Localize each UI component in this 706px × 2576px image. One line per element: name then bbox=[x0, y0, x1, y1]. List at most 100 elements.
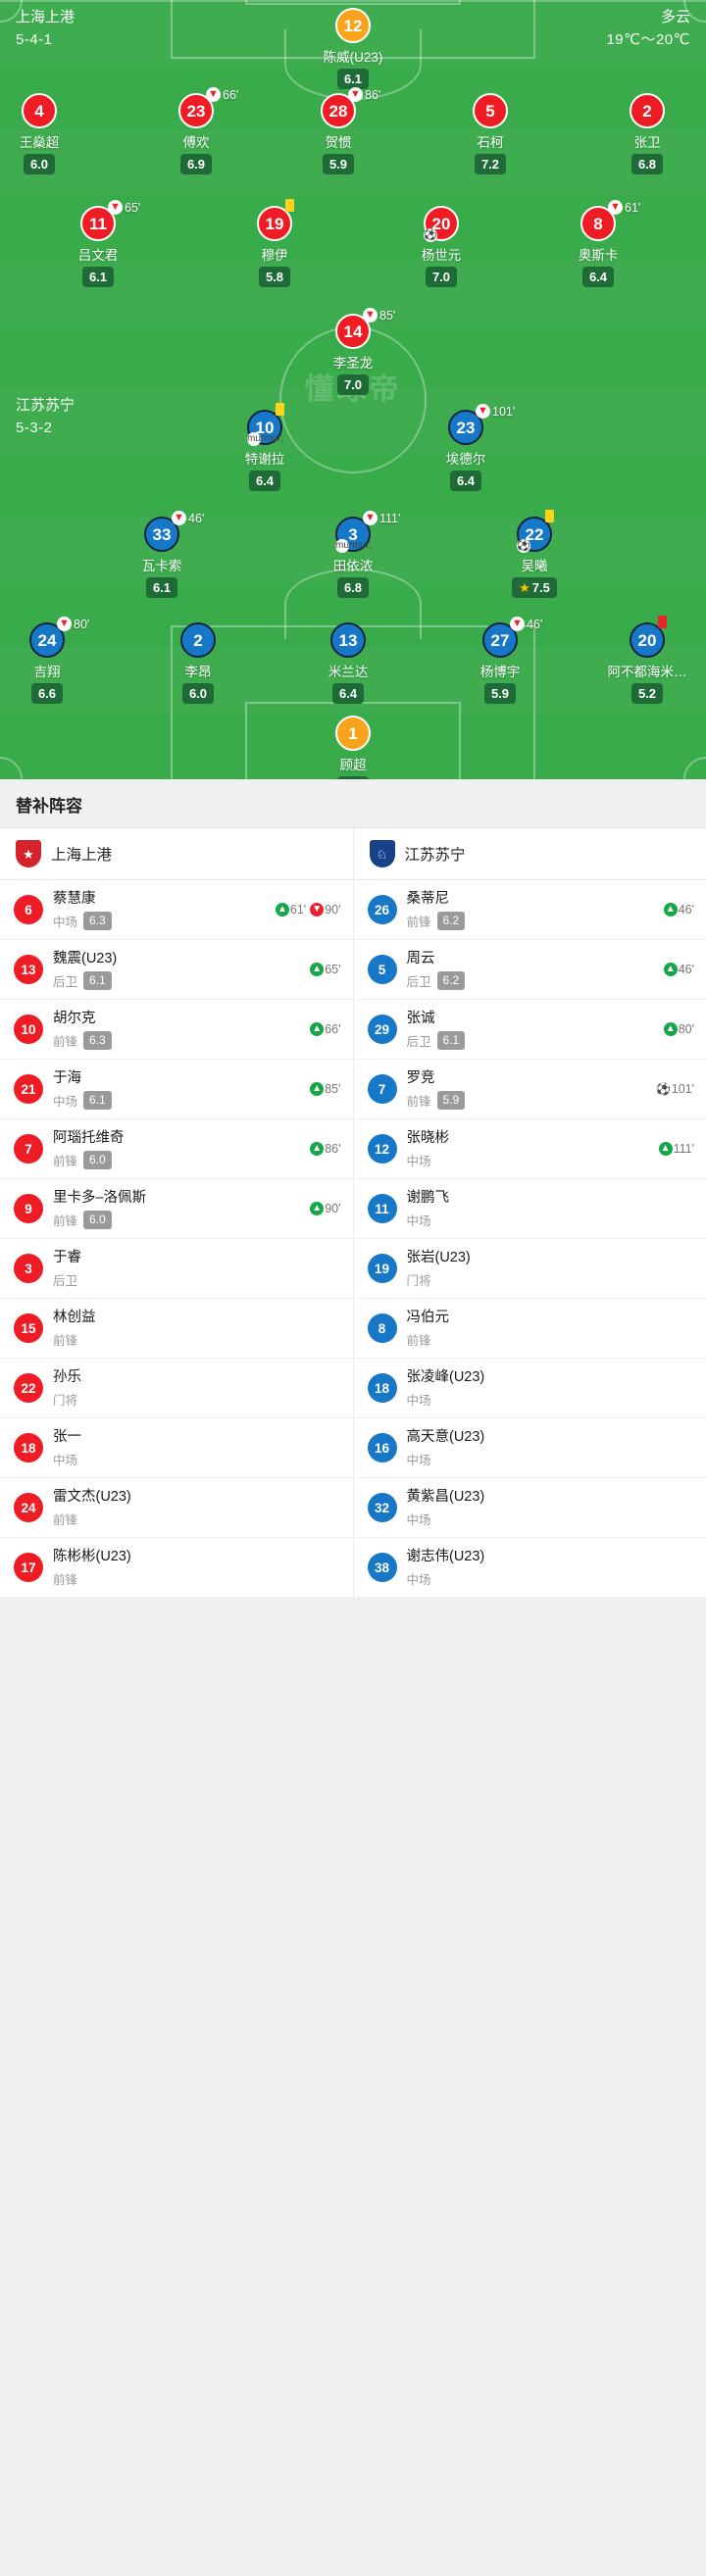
substitute-row[interactable]: 6 蔡慧康 中场 6.3 ▲ 61' ▼ 90' bbox=[0, 880, 353, 941]
player-token[interactable]: 2 bbox=[630, 93, 665, 128]
substitute-row[interactable]: 24 雷文杰(U23) 前锋 bbox=[0, 1478, 353, 1539]
player-token[interactable]: 23 ▼ 101' bbox=[448, 404, 515, 445]
pitch-player[interactable]: 1 顾超 6.1 bbox=[302, 716, 404, 779]
pitch-player[interactable]: 8 ▼ 61' 奥斯卡 6.4 bbox=[547, 200, 649, 287]
pitch-player[interactable]: 20 阿不都海米… 5.2 bbox=[596, 616, 698, 704]
pitch-player[interactable]: 13 米兰达 6.4 bbox=[297, 622, 399, 704]
substitute-row[interactable]: 16 高天意(U23) 中场 bbox=[353, 1418, 706, 1479]
pitch-player[interactable]: 22 ⚽ 吴曦 ★ 7.5 bbox=[483, 510, 585, 598]
player-token[interactable]: 2 bbox=[180, 622, 216, 658]
pitch-player[interactable]: 19 穆伊 5.8 bbox=[224, 199, 326, 287]
substitution-out-badge: ▼ 80' bbox=[57, 617, 89, 631]
substitute-row[interactable]: 13 魏震(U23) 后卫 6.1 ▲ 65' bbox=[0, 940, 353, 1001]
pitch-player[interactable]: 14 ▼ 85' 李圣龙 7.0 bbox=[302, 308, 404, 395]
substitute-row[interactable]: 8 冯伯元 前锋 bbox=[353, 1299, 706, 1360]
player-token[interactable]: 20 bbox=[630, 616, 667, 658]
substitutes-body: 6 蔡慧康 中场 6.3 ▲ 61' ▼ 90' 13 魏震(U23) 后卫 6.1 ▲ 65' 10 胡尔克… bbox=[0, 880, 706, 1599]
substitute-name: 张岩(U23) bbox=[406, 1250, 471, 1266]
pitch-player[interactable]: 10 murmur; 特谢拉 6.4 bbox=[214, 403, 316, 491]
substitute-number: 9 bbox=[14, 1194, 43, 1224]
pitch-player[interactable]: 2 李昂 6.0 bbox=[147, 622, 249, 704]
pitch-player[interactable]: 33 ▼ 46' 瓦卡索 6.1 bbox=[111, 511, 213, 598]
pitch-player[interactable]: 20 ⚽ 杨世元 7.0 bbox=[390, 206, 492, 287]
substitute-row[interactable]: 18 张一 中场 bbox=[0, 1418, 353, 1479]
player-name: 杨世元 bbox=[421, 248, 462, 263]
substitute-info: 于睿 后卫 bbox=[53, 1248, 335, 1289]
player-number: 22 bbox=[517, 517, 552, 552]
substitute-info: 孙乐 门将 bbox=[53, 1367, 335, 1409]
substitute-row[interactable]: 18 张凌峰(U23) 中场 bbox=[353, 1359, 706, 1419]
player-token[interactable]: 3▼111' murmur; bbox=[335, 511, 400, 553]
player-token[interactable]: 14 ▼ 85' bbox=[335, 308, 395, 349]
substitute-number: 15 bbox=[14, 1313, 43, 1344]
substitute-row[interactable]: 10 胡尔克 前锋 6.3 ▲ 66' bbox=[0, 1000, 353, 1061]
player-token[interactable]: 12 bbox=[335, 8, 371, 43]
pitch-player[interactable]: 23 ▼ 66' 傅欢 6.9 bbox=[145, 87, 247, 174]
substitute-row[interactable]: 29 张诚 后卫 6.1 ▲ 80' bbox=[353, 1000, 706, 1061]
player-token[interactable]: 10 murmur; bbox=[247, 403, 284, 446]
pitch-player[interactable]: 4 王燊超 6.0 bbox=[0, 93, 90, 174]
substitution-out-badge: ▼ 46' bbox=[510, 617, 542, 631]
player-name: 穆伊 bbox=[261, 248, 288, 263]
player-token[interactable]: 11 ▼ 65' bbox=[80, 200, 140, 241]
substitute-row[interactable]: 7 罗竞 前锋 5.9 ⚽ 101' bbox=[353, 1060, 706, 1120]
pitch-player[interactable]: 5 石柯 7.2 bbox=[439, 93, 541, 174]
player-rating: 6.4 bbox=[449, 471, 482, 491]
player-rating: 5.2 bbox=[630, 683, 664, 704]
player-token[interactable]: 24 ▼ 80' bbox=[29, 617, 89, 658]
substitute-row[interactable]: 19 张岩(U23) 门将 bbox=[353, 1239, 706, 1300]
substitute-name: 黄紫昌(U23) bbox=[406, 1489, 485, 1506]
substitute-position-row: 中场 bbox=[407, 1390, 689, 1409]
substitute-name: 阿瑙托维奇 bbox=[53, 1130, 125, 1147]
substitution-minute: 65' bbox=[125, 200, 141, 215]
arrow-up-icon: ▲ bbox=[663, 1022, 678, 1037]
player-token[interactable]: 1 bbox=[335, 716, 371, 751]
arrow-up-icon: ▲ bbox=[310, 1142, 325, 1157]
player-token[interactable]: 8 ▼ 61' bbox=[580, 200, 640, 241]
substitute-row[interactable]: 9 里卡多–洛佩斯 前锋 6.0 ▲ 90' bbox=[0, 1179, 353, 1240]
pitch-player[interactable]: 24 ▼ 80' 吉翔 6.6 bbox=[0, 617, 98, 704]
substitute-row[interactable]: 5 周云 后卫 6.2 ▲ 46' bbox=[353, 940, 706, 1001]
goal-ball-icon: ⚽ bbox=[424, 228, 437, 242]
player-rating: 5.9 bbox=[483, 683, 517, 704]
pitch-player[interactable]: 27 ▼ 46' 杨博宇 5.9 bbox=[449, 617, 551, 704]
player-name: 石柯 bbox=[477, 135, 504, 150]
substitute-row[interactable]: 11 谢鹏飞 中场 bbox=[353, 1179, 706, 1240]
player-token[interactable]: 22 ⚽ bbox=[517, 510, 554, 553]
player-number: 19 bbox=[257, 206, 292, 241]
player-token[interactable]: 4 bbox=[22, 93, 57, 128]
player-token[interactable]: 23 ▼ 66' bbox=[178, 87, 238, 128]
goal-ball-icon: ⚽ bbox=[517, 539, 530, 553]
arrow-down-icon: ▼ bbox=[363, 308, 378, 322]
pitch-player[interactable]: 23 ▼ 101' 埃德尔 6.4 bbox=[415, 404, 517, 491]
substitute-events: ▲ 80' bbox=[663, 1022, 694, 1037]
substitute-row[interactable]: 38 谢志伟(U23) 中场 bbox=[353, 1538, 706, 1599]
pitch-player[interactable]: 12 陈威(U23) 6.1 bbox=[302, 8, 404, 89]
substitute-events: ▲ 90' bbox=[310, 1202, 341, 1216]
player-rating: 6.6 bbox=[30, 683, 64, 704]
arrow-down-icon: ▼ bbox=[608, 200, 623, 215]
substitute-row[interactable]: 3 于睿 后卫 bbox=[0, 1239, 353, 1300]
substitute-row[interactable]: 26 桑蒂尼 前锋 6.2 ▲ 46' bbox=[353, 880, 706, 941]
substitute-row[interactable]: 22 孙乐 门将 bbox=[0, 1359, 353, 1419]
substitute-row[interactable]: 15 林创益 前锋 bbox=[0, 1299, 353, 1360]
player-token[interactable]: 5 bbox=[473, 93, 508, 128]
player-token[interactable]: 13 bbox=[330, 622, 366, 658]
substitutes-away-list: 26 桑蒂尼 前锋 6.2 ▲ 46' 5 周云 后卫 6.2 ▲ 46' 29 张诚 后卫 6.1 ▲ 80' 7… bbox=[353, 880, 706, 1599]
player-token[interactable]: 19 bbox=[257, 199, 294, 241]
player-token[interactable]: 27 ▼ 46' bbox=[482, 617, 542, 658]
substitute-rating: 6.0 bbox=[83, 1151, 112, 1169]
player-token[interactable]: 28 ▼ 86' bbox=[321, 87, 380, 128]
substitute-row[interactable]: 17 陈彬彬(U23) 前锋 bbox=[0, 1538, 353, 1599]
substitute-row[interactable]: 12 张晓彬 中场 ▲ 111' bbox=[353, 1119, 706, 1180]
pitch-player[interactable]: 28 ▼ 86' 贺惯 5.9 bbox=[287, 87, 389, 174]
substitute-row[interactable]: 21 于海 中场 6.1 ▲ 85' bbox=[0, 1060, 353, 1120]
pitch-player[interactable]: 2 张卫 6.8 bbox=[596, 93, 698, 174]
pitch-player[interactable]: 11 ▼ 65' 吕文君 6.1 bbox=[47, 200, 149, 287]
pitch-player[interactable]: 3▼111' murmur; 田依浓 6.8 bbox=[302, 511, 404, 598]
substitute-name: 雷文杰(U23) bbox=[53, 1489, 131, 1506]
player-token[interactable]: 20 ⚽ bbox=[424, 206, 459, 242]
substitute-row[interactable]: 32 黄紫昌(U23) 中场 bbox=[353, 1478, 706, 1539]
player-token[interactable]: 33 ▼ 46' bbox=[144, 511, 204, 552]
substitute-row[interactable]: 7 阿瑙托维奇 前锋 6.0 ▲ 86' bbox=[0, 1119, 353, 1180]
